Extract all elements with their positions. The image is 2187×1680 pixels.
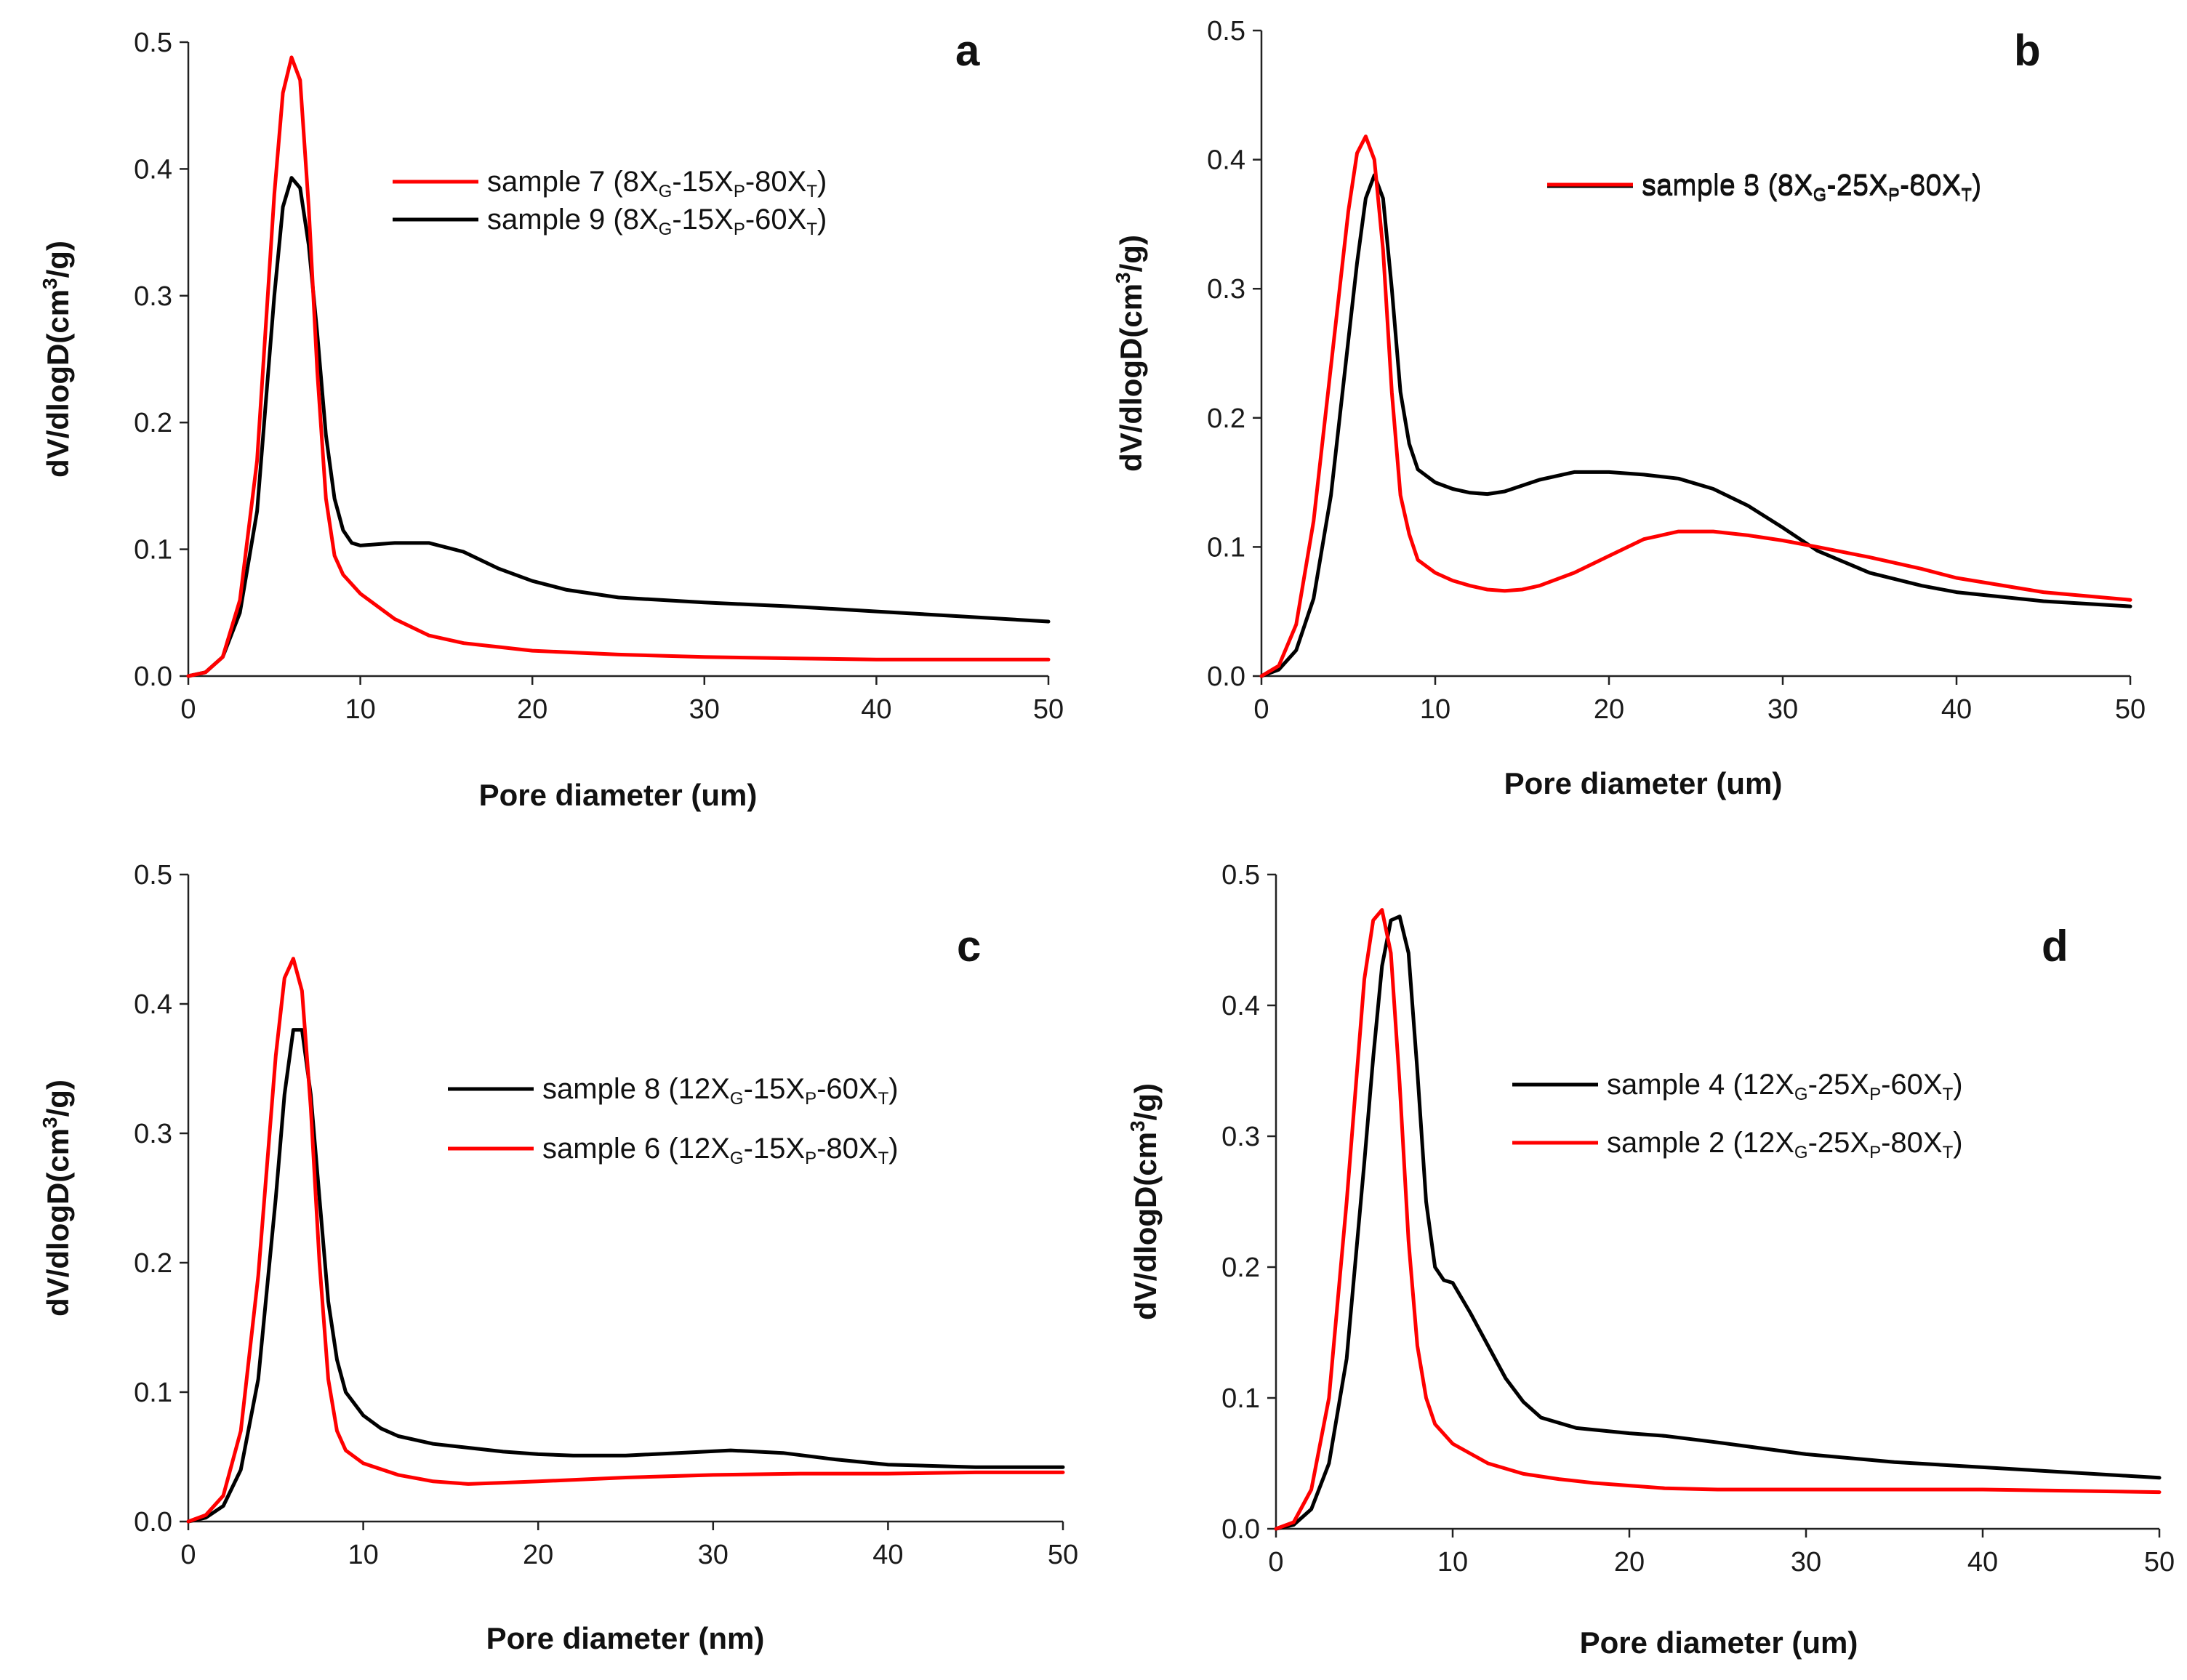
y-axis-label: dV/dlogD(cm3/g) (39, 1080, 75, 1317)
y-tick-label: 0.4 (134, 989, 172, 1020)
x-tick-label: 50 (1048, 1540, 1078, 1570)
y-tick-label: 0.0 (1221, 1514, 1260, 1545)
legend-label-1: sample 8 (12XG-15XP-60XT) (542, 1073, 899, 1109)
y-tick-label: 0.4 (1207, 145, 1245, 176)
y-tick-label: 0.0 (134, 1507, 172, 1538)
series-line-2 (186, 957, 1065, 1524)
y-tick-label: 0.1 (134, 535, 172, 566)
panel-letter-a: a (955, 26, 980, 75)
x-tick-label: 40 (1967, 1547, 1998, 1577)
legend-label-1: sample 9 (8XG-15XP-60XT) (487, 204, 827, 239)
x-tick-label: 40 (872, 1540, 903, 1570)
y-tick-label: 0.5 (134, 860, 172, 891)
series-line-2 (186, 55, 1051, 678)
series-line-1 (186, 176, 1051, 678)
y-tick-label: 0.3 (1221, 1122, 1260, 1152)
x-tick-label: 20 (1594, 694, 1624, 725)
y-tick-label: 0.2 (134, 408, 172, 438)
x-tick-label: 30 (1767, 694, 1798, 725)
legend-label-2: sample 2 (12XG-25XP-80XT) (1607, 1127, 1963, 1162)
x-tick-label: 0 (1253, 694, 1269, 725)
series-line-1 (1259, 173, 2132, 678)
x-tick-label: 30 (689, 694, 720, 725)
legend-label-1: sample 4 (12XG-25XP-60XT) (1607, 1069, 1963, 1104)
x-tick-label: 10 (1420, 694, 1450, 725)
x-tick-label: 10 (348, 1540, 378, 1570)
x-tick-label: 40 (861, 694, 891, 725)
y-tick-label: 0.3 (134, 281, 172, 312)
x-tick-label: 50 (1033, 694, 1064, 725)
y-tick-label: 0.2 (1221, 1253, 1260, 1283)
chart-panel-c: 0 10 20 30 40 50 0.0 0.1 0.2 0.3 0.4 0.5 Pore diamet… (39, 860, 1078, 1655)
x-tick-label: 50 (2144, 1547, 2175, 1577)
legend-label-2: sample 6 (12XG-15XP-80XT) (542, 1133, 899, 1168)
x-tick-label: 10 (1437, 1547, 1468, 1577)
legend-label-2: sample 3 (8XG-25XP-80XT) (1642, 169, 1981, 204)
x-tick-label: 50 (2115, 694, 2146, 725)
chart-panel-d: 0 10 20 30 40 50 0.0 0.1 0.2 0.3 0.4 0.5 Pore diamet… (1126, 860, 2175, 1660)
y-tick-label: 0.5 (134, 28, 172, 58)
y-tick-label: 0.2 (1207, 403, 1245, 434)
x-tick-label: 20 (523, 1540, 553, 1570)
y-axis-label: dV/dlogD(cm3/g) (39, 241, 75, 478)
x-tick-label: 0 (180, 1540, 196, 1570)
y-tick-label: 0.4 (134, 154, 172, 185)
x-tick-label: 20 (517, 694, 547, 725)
y-axis-label: dV/dlogD(cm3/g) (1126, 1083, 1163, 1320)
chart-panel-b: 0 10 20 30 40 50 0.0 0.1 0.2 0.3 0.4 0.5 Pore diamet… (1112, 16, 2146, 800)
panel-letter-b: b (2014, 26, 2041, 75)
x-axis-label: Pore diameter (um) (1580, 1625, 1858, 1660)
legend-label-1: sample 5 (8XG-25XP-60XT) (1642, 170, 1981, 206)
y-tick-label: 0.3 (134, 1119, 172, 1149)
x-tick-label: 40 (1941, 694, 1972, 725)
x-tick-label: 0 (180, 694, 196, 725)
legend-label-2: sample 7 (8XG-15XP-80XT) (487, 166, 827, 201)
x-tick-label: 30 (1791, 1547, 1821, 1577)
y-tick-label: 0.0 (1207, 662, 1245, 692)
y-tick-label: 0.3 (1207, 274, 1245, 305)
series-line-2 (1274, 908, 2162, 1531)
y-tick-label: 0.1 (134, 1378, 172, 1408)
chart-panel-a: 0 10 20 30 40 50 0.0 0.1 0.2 0.3 0.4 0.5 Pore diamet… (39, 26, 1064, 812)
panel-letter-d: d (2042, 922, 2068, 970)
series-line-1 (186, 1028, 1065, 1524)
y-tick-label: 0.4 (1221, 991, 1260, 1021)
x-tick-label: 0 (1268, 1547, 1283, 1577)
series-line-1 (1274, 915, 2162, 1531)
y-tick-label: 0.1 (1221, 1383, 1260, 1414)
x-tick-label: 10 (345, 694, 375, 725)
x-axis-label: Pore diameter (nm) (486, 1621, 765, 1655)
y-tick-label: 0.0 (134, 662, 172, 692)
x-tick-label: 30 (698, 1540, 729, 1570)
y-axis-label: dV/dlogD(cm3/g) (1112, 235, 1148, 472)
x-axis-label: Pore diameter (um) (479, 778, 758, 812)
series-line-2 (1259, 134, 2132, 678)
x-tick-label: 20 (1614, 1547, 1645, 1577)
y-tick-label: 0.5 (1221, 860, 1260, 891)
y-tick-label: 0.5 (1207, 16, 1245, 47)
y-tick-label: 0.2 (134, 1248, 172, 1279)
x-axis-label: Pore diameter (um) (1504, 766, 1783, 800)
panel-letter-c: c (957, 922, 981, 970)
y-tick-label: 0.1 (1207, 532, 1245, 563)
